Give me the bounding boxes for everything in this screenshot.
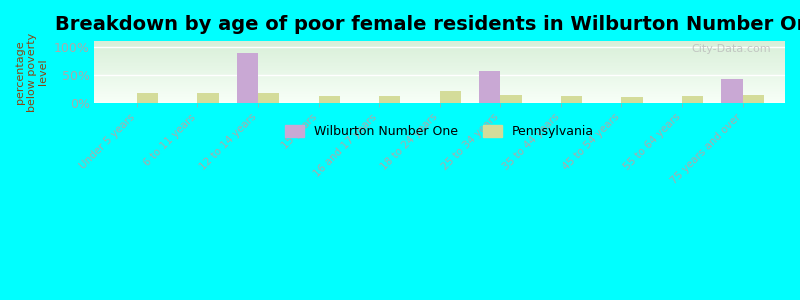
Bar	[94, 100, 785, 101]
Bar	[94, 99, 785, 100]
Bar	[94, 51, 785, 52]
Bar	[94, 72, 785, 73]
Bar	[94, 96, 785, 97]
Bar	[94, 73, 785, 74]
Bar	[94, 57, 785, 58]
Bar	[94, 88, 785, 89]
Bar	[94, 71, 785, 72]
Bar	[94, 55, 785, 56]
Bar	[94, 85, 785, 86]
Bar	[682, 96, 703, 103]
Bar	[94, 68, 785, 69]
Bar	[500, 94, 522, 103]
Bar	[94, 90, 785, 91]
Bar	[94, 44, 785, 45]
Y-axis label: percentage
below poverty
level: percentage below poverty level	[15, 32, 48, 112]
Bar	[440, 91, 461, 103]
Bar	[94, 52, 785, 53]
Bar	[94, 66, 785, 67]
Bar	[94, 79, 785, 80]
Bar	[94, 61, 785, 62]
Bar	[94, 86, 785, 87]
Bar	[137, 93, 158, 103]
Bar	[94, 77, 785, 78]
Bar	[94, 94, 785, 95]
Bar	[94, 98, 785, 99]
Bar	[94, 102, 785, 103]
Bar	[479, 71, 500, 103]
Bar	[94, 62, 785, 63]
Bar	[94, 74, 785, 75]
Title: Breakdown by age of poor female residents in Wilburton Number One: Breakdown by age of poor female resident…	[55, 15, 800, 34]
Bar	[94, 64, 785, 65]
Bar	[94, 70, 785, 71]
Bar	[94, 80, 785, 81]
Bar	[94, 93, 785, 94]
Bar	[94, 82, 785, 83]
Bar	[94, 101, 785, 102]
Bar	[742, 94, 764, 103]
Bar	[94, 49, 785, 50]
Bar	[94, 92, 785, 93]
Bar	[198, 93, 218, 103]
Bar	[94, 87, 785, 88]
Bar	[94, 53, 785, 54]
Bar	[94, 61, 785, 62]
Bar	[94, 60, 785, 61]
Bar	[94, 54, 785, 55]
Bar	[94, 76, 785, 77]
Bar	[94, 46, 785, 47]
Bar	[94, 65, 785, 66]
Bar	[94, 56, 785, 57]
Bar	[94, 48, 785, 49]
Bar	[258, 93, 279, 103]
Bar	[94, 83, 785, 84]
Bar	[94, 59, 785, 60]
Bar	[94, 69, 785, 70]
Text: City-Data.com: City-Data.com	[691, 44, 771, 54]
Legend: Wilburton Number One, Pennsylvania: Wilburton Number One, Pennsylvania	[281, 119, 599, 143]
Bar	[94, 95, 785, 96]
Bar	[94, 89, 785, 90]
Bar	[94, 41, 785, 42]
Bar	[94, 67, 785, 68]
Bar	[237, 53, 258, 103]
Bar	[722, 80, 742, 103]
Bar	[94, 75, 785, 76]
Bar	[94, 43, 785, 44]
Bar	[94, 84, 785, 85]
Bar	[94, 47, 785, 48]
Bar	[94, 45, 785, 46]
Bar	[94, 97, 785, 98]
Bar	[94, 91, 785, 92]
Bar	[561, 96, 582, 103]
Bar	[94, 81, 785, 82]
Bar	[318, 96, 340, 103]
Bar	[622, 98, 642, 103]
Bar	[379, 96, 400, 103]
Bar	[94, 78, 785, 79]
Bar	[94, 63, 785, 64]
Bar	[94, 50, 785, 51]
Bar	[94, 58, 785, 59]
Bar	[94, 42, 785, 43]
